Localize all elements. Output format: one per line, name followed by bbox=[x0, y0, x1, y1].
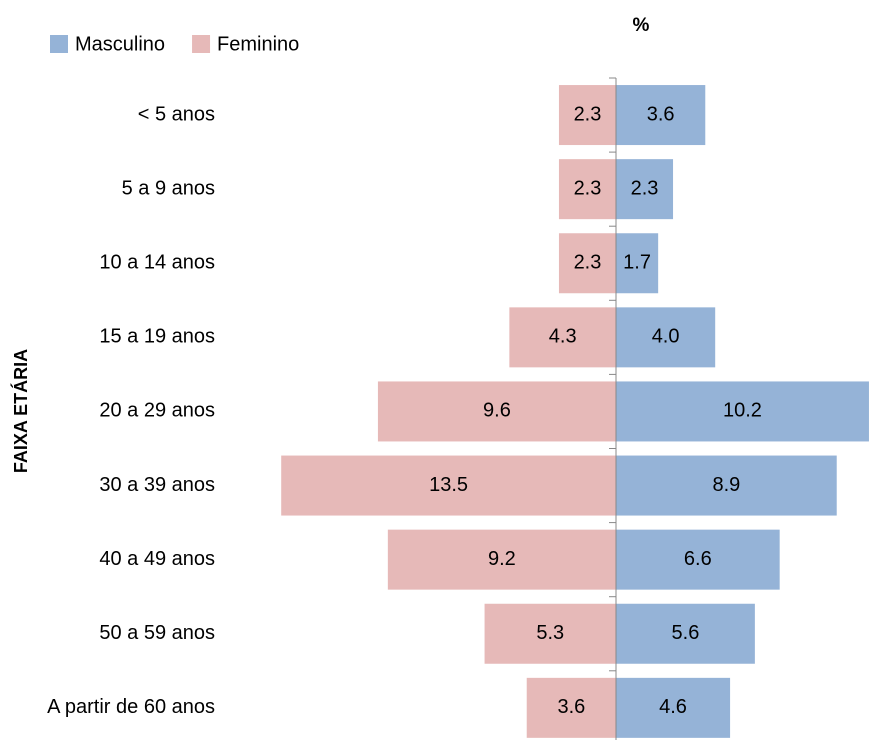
value-label: 2.3 bbox=[631, 177, 659, 199]
bar bbox=[616, 233, 659, 294]
y-tick-label: 40 a 49 anos bbox=[99, 548, 215, 570]
bar bbox=[558, 233, 616, 294]
bar bbox=[616, 85, 706, 146]
legend-swatch bbox=[50, 35, 68, 53]
bar bbox=[616, 307, 716, 368]
y-tick-label: 5 a 9 anos bbox=[122, 177, 215, 199]
value-label: 3.6 bbox=[557, 696, 585, 718]
value-label: 4.0 bbox=[652, 326, 680, 348]
bar bbox=[616, 529, 780, 590]
legend-label: Feminino bbox=[217, 33, 299, 55]
value-label: 13.5 bbox=[429, 474, 468, 496]
bar bbox=[558, 85, 616, 146]
bar bbox=[616, 677, 731, 738]
bar bbox=[377, 381, 616, 442]
y-tick-label: 50 a 59 anos bbox=[99, 622, 215, 644]
y-tick-label: 20 a 29 anos bbox=[99, 400, 215, 422]
value-label: 10.2 bbox=[723, 400, 762, 422]
y-axis-label: FAIXA ETÁRIA bbox=[10, 349, 31, 473]
value-label: 9.6 bbox=[483, 400, 511, 422]
y-tick-label: < 5 anos bbox=[138, 103, 215, 125]
value-label: 4.6 bbox=[659, 696, 687, 718]
bar bbox=[616, 455, 837, 516]
y-tick-label: 15 a 19 anos bbox=[99, 326, 215, 348]
bar bbox=[281, 455, 616, 516]
bar bbox=[558, 159, 616, 220]
bar bbox=[526, 677, 616, 738]
value-label: 9.2 bbox=[488, 548, 516, 570]
value-label: 2.3 bbox=[574, 252, 602, 274]
bar bbox=[484, 603, 616, 664]
value-label: 1.7 bbox=[623, 252, 651, 274]
value-label: 5.6 bbox=[672, 622, 700, 644]
value-label: 4.3 bbox=[549, 326, 577, 348]
legend-label: Masculino bbox=[75, 33, 165, 55]
bar bbox=[509, 307, 616, 368]
value-label: 2.3 bbox=[574, 177, 602, 199]
value-label: 5.3 bbox=[536, 622, 564, 644]
bar bbox=[616, 159, 674, 220]
chart-title: % bbox=[633, 15, 650, 36]
bar bbox=[616, 381, 869, 442]
value-label: 8.9 bbox=[712, 474, 740, 496]
value-label: 2.3 bbox=[574, 103, 602, 125]
y-tick-label: A partir de 60 anos bbox=[47, 696, 215, 718]
bar bbox=[616, 603, 755, 664]
y-tick-label: 10 a 14 anos bbox=[99, 252, 215, 274]
bar bbox=[387, 529, 616, 590]
value-label: 3.6 bbox=[647, 103, 675, 125]
y-tick-label: 30 a 39 anos bbox=[99, 474, 215, 496]
legend-swatch bbox=[192, 35, 211, 53]
value-label: 6.6 bbox=[684, 548, 712, 570]
